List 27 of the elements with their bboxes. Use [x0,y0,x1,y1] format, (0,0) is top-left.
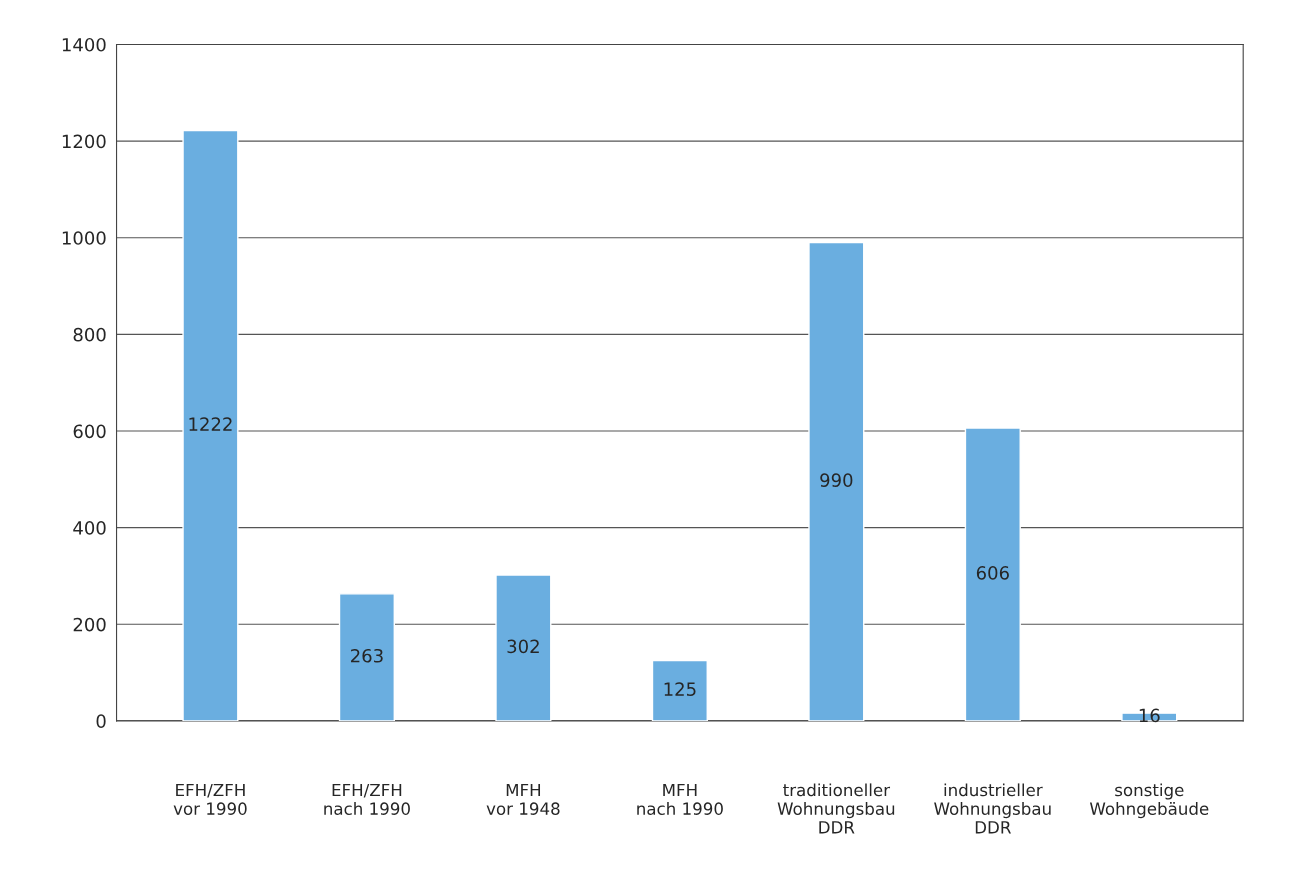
x-tick-label: EFH/ZFH vor 1990 [173,783,247,815]
bar [964,427,1021,721]
data-label: 990 [820,473,853,487]
x-tick-label: sonstige Wohngebäude [1089,783,1209,819]
y-tick-label: 1400 [62,37,106,52]
y-tick-label: 200 [73,617,106,632]
bar [338,593,395,721]
data-label: 1222 [189,417,232,431]
x-tick-label: MFH vor 1948 [486,783,560,815]
data-label: 263 [351,648,383,663]
x-tick-label: EFH/ZFH nach 1990 [324,783,410,815]
bar [651,659,708,721]
data-label: 125 [664,682,696,696]
data-label: 606 [976,566,1009,580]
y-tick-label: 600 [73,424,106,439]
y-tick-label: 1200 [62,134,106,149]
y-tick-label: 400 [73,521,106,535]
data-label: 302 [507,639,539,654]
y-tick-label: 1000 [62,231,106,245]
bar [808,241,865,721]
bar [495,574,552,721]
x-tick-label: industrieller Wohnungsbau DDR [934,783,1051,834]
x-tick-label: traditioneller Wohnungsbau DDR [777,783,895,834]
x-tick-label: MFH nach 1990 [637,783,723,815]
y-tick-label: 0 [96,714,106,729]
y-tick-label: 800 [73,327,106,342]
bar [182,129,239,721]
